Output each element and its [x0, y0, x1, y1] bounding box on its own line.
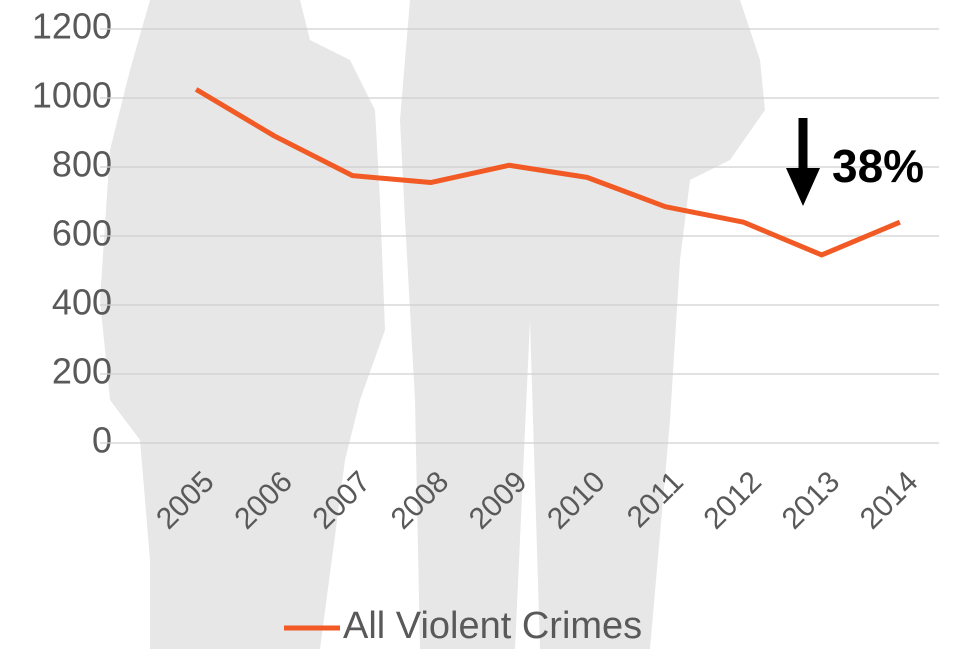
y-tick-label: 600: [52, 213, 112, 254]
annotation: 38%: [786, 118, 924, 206]
y-tick-label: 200: [52, 351, 112, 392]
annotation-arrow-head: [786, 168, 820, 206]
data-line: [194, 87, 901, 258]
x-tick-label: 2013: [776, 465, 847, 536]
y-tick-label: 1200: [32, 6, 112, 47]
x-tick-label: 2014: [854, 465, 925, 536]
plot: [194, 87, 901, 258]
background-silhouettes: [100, 0, 765, 649]
y-tick-label: 400: [52, 282, 112, 323]
x-tick-label: 2012: [698, 465, 769, 536]
y-tick-label: 800: [52, 144, 112, 185]
annotation-text: 38%: [832, 140, 924, 192]
y-tick-label: 1000: [32, 75, 112, 116]
y-tick-label: 0: [92, 420, 112, 461]
legend-label: All Violent Crimes: [343, 605, 642, 647]
